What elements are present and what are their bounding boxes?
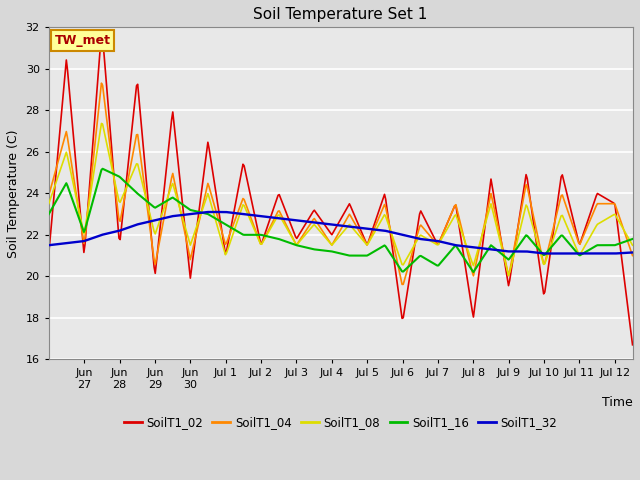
SoilT1_08	[628, 242, 636, 248]
Text: TW_met: TW_met	[54, 34, 111, 47]
SoilT1_08	[617, 222, 625, 228]
SoilT1_32	[205, 209, 213, 215]
SoilT1_32	[541, 251, 548, 256]
SoilT1_32	[327, 221, 335, 227]
SoilT1_08	[394, 248, 401, 253]
Line: SoilT1_32: SoilT1_32	[49, 212, 632, 253]
SoilT1_04	[617, 218, 625, 224]
SoilT1_04	[398, 281, 406, 287]
SoilT1_02	[628, 342, 636, 348]
SoilT1_02	[45, 251, 52, 256]
SoilT1_32	[362, 226, 370, 231]
SoilT1_04	[327, 240, 335, 246]
SoilT1_04	[97, 80, 105, 86]
SoilT1_08	[362, 240, 370, 246]
SoilT1_32	[525, 249, 532, 254]
SoilT1_32	[45, 242, 52, 248]
Legend: SoilT1_02, SoilT1_04, SoilT1_08, SoilT1_16, SoilT1_32: SoilT1_02, SoilT1_04, SoilT1_08, SoilT1_…	[119, 412, 562, 434]
SoilT1_04	[628, 252, 636, 258]
SoilT1_02	[323, 226, 331, 231]
Line: SoilT1_04: SoilT1_04	[49, 83, 632, 284]
SoilT1_04	[45, 192, 52, 198]
Title: Soil Temperature Set 1: Soil Temperature Set 1	[253, 7, 428, 22]
SoilT1_02	[616, 240, 623, 245]
SoilT1_08	[97, 120, 105, 126]
SoilT1_16	[362, 252, 370, 258]
SoilT1_04	[362, 240, 370, 246]
SoilT1_02	[394, 281, 401, 287]
SoilT1_02	[327, 230, 335, 236]
SoilT1_16	[628, 236, 636, 242]
SoilT1_02	[97, 30, 105, 36]
SoilT1_16	[470, 269, 477, 275]
SoilT1_16	[323, 248, 331, 254]
Line: SoilT1_02: SoilT1_02	[49, 33, 632, 345]
SoilT1_04	[323, 235, 331, 241]
SoilT1_32	[323, 221, 331, 227]
SoilT1_32	[617, 250, 625, 256]
SoilT1_08	[323, 237, 331, 243]
X-axis label: Time: Time	[602, 396, 632, 408]
SoilT1_16	[45, 211, 52, 217]
SoilT1_04	[394, 260, 401, 265]
SoilT1_16	[327, 249, 335, 254]
SoilT1_04	[525, 195, 533, 201]
SoilT1_16	[525, 236, 533, 241]
Line: SoilT1_16: SoilT1_16	[49, 169, 632, 272]
SoilT1_08	[327, 241, 335, 247]
SoilT1_32	[628, 250, 636, 255]
Line: SoilT1_08: SoilT1_08	[49, 123, 632, 276]
SoilT1_32	[394, 231, 401, 237]
SoilT1_16	[99, 166, 106, 172]
SoilT1_16	[617, 240, 625, 246]
SoilT1_16	[394, 262, 401, 267]
SoilT1_02	[525, 184, 532, 190]
Y-axis label: Soil Temperature (C): Soil Temperature (C)	[7, 129, 20, 258]
SoilT1_08	[525, 212, 533, 218]
SoilT1_08	[505, 273, 513, 278]
SoilT1_02	[362, 239, 370, 245]
SoilT1_08	[45, 201, 52, 206]
